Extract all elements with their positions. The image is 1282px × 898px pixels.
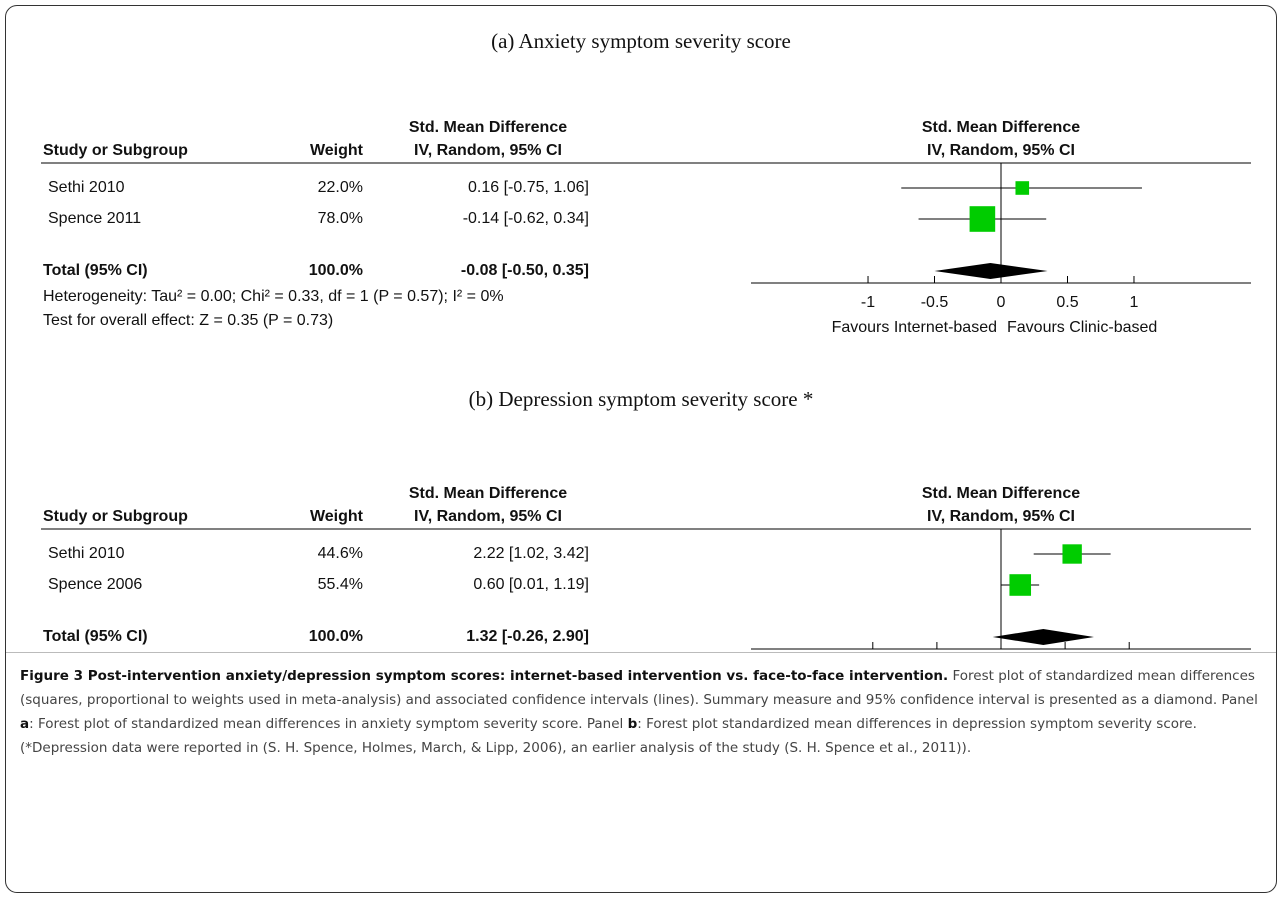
caption-panel: b (627, 716, 638, 732)
effect-ci: 0.16 [-0.75, 1.06] (468, 179, 589, 196)
total-effect: 1.32 [-0.26, 2.90] (466, 628, 589, 645)
caption-text: Forest plot of standardized mean differe… (20, 668, 1258, 708)
plot-header: IV, Random, 95% CI (927, 508, 1075, 525)
plot-header: Std. Mean Difference (922, 119, 1080, 136)
column-header: Std. Mean Difference (409, 119, 567, 136)
figure: (a) Anxiety symptom severity score Study … (5, 5, 1277, 893)
caption-panel: a (20, 716, 30, 732)
caption-text: : Forest plot of standardized mean diffe… (29, 716, 624, 732)
weight: 44.6% (318, 545, 363, 562)
x-tick-label: 1 (1130, 294, 1139, 311)
effect-ci: 0.60 [0.01, 1.19] (473, 576, 589, 593)
x-tick-label: 0.5 (1056, 294, 1078, 311)
study-name: Spence 2006 (48, 576, 142, 593)
weight: 22.0% (318, 179, 363, 196)
total-label: Total (95% CI) (43, 628, 148, 645)
weight: 55.4% (318, 576, 363, 593)
plot-header: IV, Random, 95% CI (927, 142, 1075, 159)
effect-square (1062, 544, 1082, 564)
heterogeneity: Heterogeneity: Tau² = 0.00; Chi² = 0.33,… (43, 288, 504, 305)
x-tick-label: -0.5 (921, 294, 949, 311)
total-weight: 100.0% (309, 628, 363, 645)
effect-square (1015, 181, 1030, 195)
column-header: Study or Subgroup (43, 142, 188, 159)
x-label-right: Favours Clinic-based (1007, 319, 1157, 336)
total-diamond (992, 629, 1094, 645)
total-weight: 100.0% (309, 262, 363, 279)
x-tick-label: -1 (861, 294, 875, 311)
weight: 78.0% (318, 210, 363, 227)
effect-ci: -0.14 [-0.62, 0.34] (463, 210, 589, 227)
column-header: Weight (310, 508, 364, 525)
effect-square (969, 206, 996, 232)
total-effect: -0.08 [-0.50, 0.35] (461, 262, 589, 279)
chart: (a) Anxiety symptom severity score Study … (41, 29, 1251, 650)
panel-title: (b) Depression symptom severity score * (469, 387, 814, 411)
caption-text: : Forest plot standardized mean differen… (20, 716, 1197, 756)
caption-title: Figure 3 Post-intervention anxiety/depre… (20, 668, 949, 684)
total-diamond (934, 263, 1048, 279)
effect-ci: 2.22 [1.02, 3.42] (473, 545, 589, 562)
panel-title: (a) Anxiety symptom severity score (491, 29, 791, 53)
column-header: IV, Random, 95% CI (414, 508, 562, 525)
study-name: Spence 2011 (48, 210, 141, 227)
effect-square (1009, 574, 1032, 596)
overall-effect: Test for overall effect: Z = 0.35 (P = 0… (43, 312, 333, 329)
study-name: Sethi 2010 (48, 179, 125, 196)
separator (6, 652, 1276, 653)
column-header: Weight (310, 142, 364, 159)
x-label-left: Favours Internet-based (832, 319, 997, 336)
column-header: Study or Subgroup (43, 508, 188, 525)
caption: Figure 3 Post-intervention anxiety/depre… (20, 664, 1265, 760)
x-tick-label: 0 (997, 294, 1006, 311)
column-header: IV, Random, 95% CI (414, 142, 562, 159)
total-label: Total (95% CI) (43, 262, 148, 279)
study-name: Sethi 2010 (48, 545, 125, 562)
plot-header: Std. Mean Difference (922, 485, 1080, 502)
column-header: Std. Mean Difference (409, 485, 567, 502)
